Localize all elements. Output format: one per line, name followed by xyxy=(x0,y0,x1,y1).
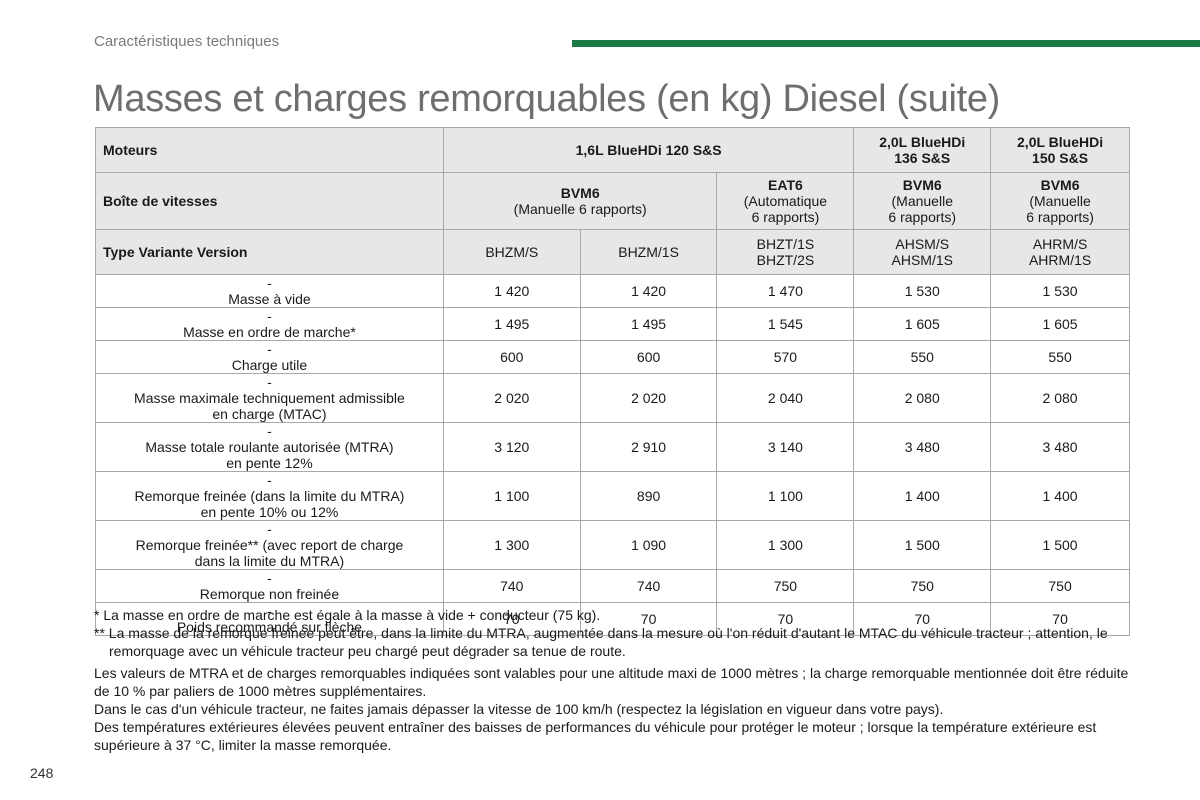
cell-value: 70 xyxy=(990,602,1130,636)
gearbox-row: Boîte de vitesses BVM6 (Manuelle 6 rappor… xyxy=(95,172,1130,230)
cell-value: 550 xyxy=(853,340,992,374)
mass-rows: -Masse à vide 1 420 1 420 1 470 1 530 1 … xyxy=(95,274,1130,636)
cell-value: 70 xyxy=(853,602,992,636)
cell-value: 2 080 xyxy=(990,373,1130,423)
cell-value: 1 500 xyxy=(853,520,992,570)
gearbox-3: BVM6 (Manuelle 6 rapports) xyxy=(853,172,992,230)
cell-value: 2 080 xyxy=(853,373,992,423)
cell-value: 1 300 xyxy=(716,520,855,570)
type-1: BHZM/S xyxy=(442,229,581,275)
cell-value: 1 530 xyxy=(990,274,1130,308)
cell-value: 1 420 xyxy=(579,274,718,308)
gearbox-1: BVM6 (Manuelle 6 rapports) xyxy=(442,172,718,230)
cell-value: 1 090 xyxy=(579,520,718,570)
section-label: Caractéristiques techniques xyxy=(94,33,280,50)
footnotes: * La masse en ordre de marche est égale … xyxy=(94,606,1144,754)
cell-value: 740 xyxy=(442,569,581,603)
page-title: Masses et charges remorquables (en kg) D… xyxy=(93,78,1001,120)
cell-value: 1 100 xyxy=(716,471,855,521)
table-row: -Poids recommandé sur flèche 70 70 70 70… xyxy=(95,602,1130,636)
type-3: BHZT/1S BHZT/2S xyxy=(716,229,855,275)
cell-value: 1 530 xyxy=(853,274,992,308)
row-label: -Masse totale roulante autorisée (MTRA) e… xyxy=(95,422,444,472)
gearbox-2: EAT6 (Automatique 6 rapports) xyxy=(716,172,855,230)
engines-row: Moteurs 1,6L BlueHDi 120 S&S 2,0L BlueHD… xyxy=(95,127,1130,173)
footnote-1: * La masse en ordre de marche est égale … xyxy=(94,607,601,623)
specs-table: Moteurs 1,6L BlueHDi 120 S&S 2,0L BlueHD… xyxy=(95,127,1130,636)
type-row: Type Variante Version BHZM/S BHZM/1S BHZ… xyxy=(95,229,1130,275)
note-altitude: Les valeurs de MTRA et de charges remorq… xyxy=(94,665,1129,699)
cell-value: 2 910 xyxy=(579,422,718,472)
engines-label: Moteurs xyxy=(95,127,444,173)
row-label: -Remorque non freinée xyxy=(95,569,444,603)
cell-value: 600 xyxy=(579,340,718,374)
type-label: Type Variante Version xyxy=(95,229,444,275)
table-row: -Masse totale roulante autorisée (MTRA) e… xyxy=(95,422,1130,472)
cell-value: 2 020 xyxy=(579,373,718,423)
cell-value: 1 495 xyxy=(442,307,581,341)
table-row: -Remorque non freinée 740 740 750 750 75… xyxy=(95,569,1130,603)
table-row: -Remorque freinée** (avec report de char… xyxy=(95,520,1130,570)
engine-1: 1,6L BlueHDi 120 S&S xyxy=(442,127,855,173)
page-number: 248 xyxy=(30,765,54,781)
gearbox-4: BVM6 (Manuelle 6 rapports) xyxy=(990,172,1130,230)
table-row: -Masse en ordre de marche* 1 495 1 495 1… xyxy=(95,307,1130,341)
type-5: AHRM/S AHRM/1S xyxy=(990,229,1130,275)
table-row: -Remorque freinée (dans la limite du MTR… xyxy=(95,471,1130,521)
engine-3: 2,0L BlueHDi 150 S&S xyxy=(990,127,1130,173)
cell-value: 550 xyxy=(990,340,1130,374)
cell-value: 750 xyxy=(990,569,1130,603)
table-row: -Masse maximale techniquement admissible… xyxy=(95,373,1130,423)
type-2: BHZM/1S xyxy=(579,229,718,275)
cell-value: 2 020 xyxy=(442,373,581,423)
note-speed: Dans le cas d'un véhicule tracteur, ne f… xyxy=(94,701,944,717)
cell-value: 3 120 xyxy=(442,422,581,472)
cell-value: 750 xyxy=(716,569,855,603)
type-4: AHSM/S AHSM/1S xyxy=(853,229,992,275)
cell-value: 750 xyxy=(853,569,992,603)
row-label: -Masse en ordre de marche* xyxy=(95,307,444,341)
table-row: -Charge utile 600 600 570 550 550 xyxy=(95,340,1130,374)
engine-2: 2,0L BlueHDi 136 S&S xyxy=(853,127,992,173)
cell-value: 1 500 xyxy=(990,520,1130,570)
accent-bar xyxy=(572,40,1200,47)
row-label: -Poids recommandé sur flèche xyxy=(95,602,444,636)
row-label: -Masse à vide xyxy=(95,274,444,308)
row-label: -Remorque freinée (dans la limite du MTR… xyxy=(95,471,444,521)
cell-value: 1 420 xyxy=(442,274,581,308)
footnote-2: ** La masse de la remorque freinée peut … xyxy=(94,625,1108,659)
row-label: -Remorque freinée** (avec report de char… xyxy=(95,520,444,570)
cell-value: 1 495 xyxy=(579,307,718,341)
cell-value: 1 300 xyxy=(442,520,581,570)
cell-value: 1 100 xyxy=(442,471,581,521)
cell-value: 1 605 xyxy=(853,307,992,341)
cell-value: 1 605 xyxy=(990,307,1130,341)
row-label: -Masse maximale techniquement admissible… xyxy=(95,373,444,423)
note-temperature: Des températures extérieures élevées peu… xyxy=(94,719,1097,753)
cell-value: 2 040 xyxy=(716,373,855,423)
cell-value: 1 545 xyxy=(716,307,855,341)
cell-value: 3 480 xyxy=(990,422,1130,472)
cell-value: 70 xyxy=(716,602,855,636)
cell-value: 1 470 xyxy=(716,274,855,308)
cell-value: 3 480 xyxy=(853,422,992,472)
gearbox-label: Boîte de vitesses xyxy=(95,172,444,230)
cell-value: 570 xyxy=(716,340,855,374)
cell-value: 70 xyxy=(442,602,581,636)
cell-value: 740 xyxy=(579,569,718,603)
cell-value: 70 xyxy=(579,602,718,636)
cell-value: 890 xyxy=(579,471,718,521)
cell-value: 3 140 xyxy=(716,422,855,472)
row-label: -Charge utile xyxy=(95,340,444,374)
table-row: -Masse à vide 1 420 1 420 1 470 1 530 1 … xyxy=(95,274,1130,308)
cell-value: 600 xyxy=(442,340,581,374)
cell-value: 1 400 xyxy=(853,471,992,521)
cell-value: 1 400 xyxy=(990,471,1130,521)
